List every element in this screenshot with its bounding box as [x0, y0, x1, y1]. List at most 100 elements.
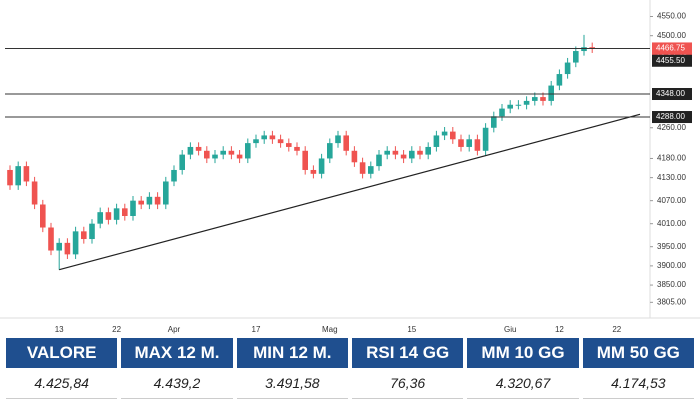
candle-body [302, 150, 308, 170]
candle-body [400, 154, 407, 159]
candle-body [138, 200, 144, 205]
candle-body [450, 131, 456, 140]
x-tick-label: Giu [504, 325, 516, 334]
candle-body [310, 169, 317, 174]
candle-body [40, 204, 46, 228]
candle-body [433, 135, 440, 147]
y-tick-label: 3850.00 [657, 280, 686, 289]
level-tag [652, 54, 692, 67]
candle-body [122, 208, 128, 217]
candle-body [532, 97, 538, 101]
candle-body [48, 227, 54, 251]
x-tick-label: 17 [252, 325, 261, 334]
candle-body [417, 150, 423, 155]
candle-body [343, 135, 349, 151]
candle-body [425, 146, 431, 155]
candle-body [409, 150, 415, 159]
level-tag [652, 88, 692, 101]
candle-body [376, 154, 382, 167]
candle-body [351, 150, 358, 163]
x-tick-label: 22 [112, 325, 121, 334]
candle-body [491, 116, 497, 128]
candle-body [261, 135, 267, 140]
level-label: 4466.75 [656, 44, 685, 53]
candle-body [56, 242, 62, 251]
candle-body [105, 212, 112, 220]
value-cell: 76,36 [352, 368, 464, 399]
candle-body [573, 51, 579, 63]
y-tick-label: 3950.00 [657, 242, 686, 251]
candle-body [64, 242, 71, 255]
level-label: 4288.00 [656, 112, 685, 121]
candle-body [179, 154, 185, 170]
candle-body [286, 143, 292, 147]
candle-body [72, 231, 79, 255]
candle-body [384, 150, 390, 155]
candle-body [359, 162, 366, 174]
candle-body [466, 139, 472, 147]
value-cell: 3.491,58 [236, 368, 348, 399]
candle-body [31, 181, 38, 205]
y-tick-label: 4550.00 [657, 12, 686, 21]
candle-body [187, 146, 194, 155]
candle-body [89, 223, 95, 240]
value-cell: 4.174,53 [582, 368, 694, 399]
value-cell: 4.439,2 [121, 368, 233, 399]
candle-body [269, 135, 276, 140]
candle-body [523, 100, 530, 105]
candle-body [15, 166, 21, 186]
candle-body [113, 208, 120, 220]
candle-body [482, 127, 489, 151]
candle-body [458, 139, 464, 147]
header-cell: VALORE [6, 338, 118, 368]
y-tick-label: 4260.00 [657, 123, 686, 132]
level-label: 4455.50 [656, 56, 685, 65]
candle-body [540, 97, 546, 101]
x-tick-label: Mag [322, 325, 338, 334]
y-tick-label: 4180.00 [657, 154, 686, 163]
candle-body [335, 135, 341, 144]
candle-body [392, 150, 399, 155]
candle-body [81, 231, 87, 240]
candle-body [499, 108, 505, 117]
y-tick-label: 3900.00 [657, 261, 686, 270]
y-tick-label: 4130.00 [657, 173, 686, 182]
y-tick-label: 3805.00 [657, 297, 686, 306]
x-tick-label: 12 [555, 325, 564, 334]
x-tick-label: 13 [55, 325, 64, 334]
candle-body [515, 104, 522, 106]
candle-body [556, 74, 563, 86]
candle-body [548, 85, 554, 101]
candle-body [220, 150, 226, 155]
candle-body [318, 158, 325, 174]
header-cell: MIN 12 M. [236, 338, 348, 368]
candle-body [146, 196, 153, 205]
value-cell: 4.320,67 [467, 368, 579, 399]
candle-body [589, 47, 595, 49]
chart: 4550.00 4500.00 4260.00 4180.00 4130.00 4070.… [0, 0, 700, 334]
x-tick-label: 15 [407, 325, 416, 334]
candle-body [294, 146, 300, 151]
candle-body [23, 166, 30, 182]
header-cell: RSI 14 GG [352, 338, 464, 368]
candle-body [327, 143, 333, 159]
candle-body [97, 212, 103, 224]
header-cell: MM 50 GG [582, 338, 694, 368]
level-label: 4348.00 [656, 89, 685, 98]
candle-body [154, 196, 161, 205]
value-cell: 4.425,84 [6, 368, 118, 399]
y-tick-label: 4010.00 [657, 219, 686, 228]
candle-body [171, 169, 177, 182]
candle-body [474, 139, 481, 151]
candle-body [277, 139, 284, 144]
candle-body [204, 150, 210, 159]
y-tick-label: 4500.00 [657, 31, 686, 40]
candle-body [228, 150, 235, 155]
candle-body [581, 47, 587, 52]
trendline [59, 113, 641, 271]
header-cell: MM 10 GG [467, 338, 579, 368]
x-tick-label: Apr [168, 325, 181, 334]
candle-body [441, 131, 448, 136]
candle-body [507, 104, 513, 109]
